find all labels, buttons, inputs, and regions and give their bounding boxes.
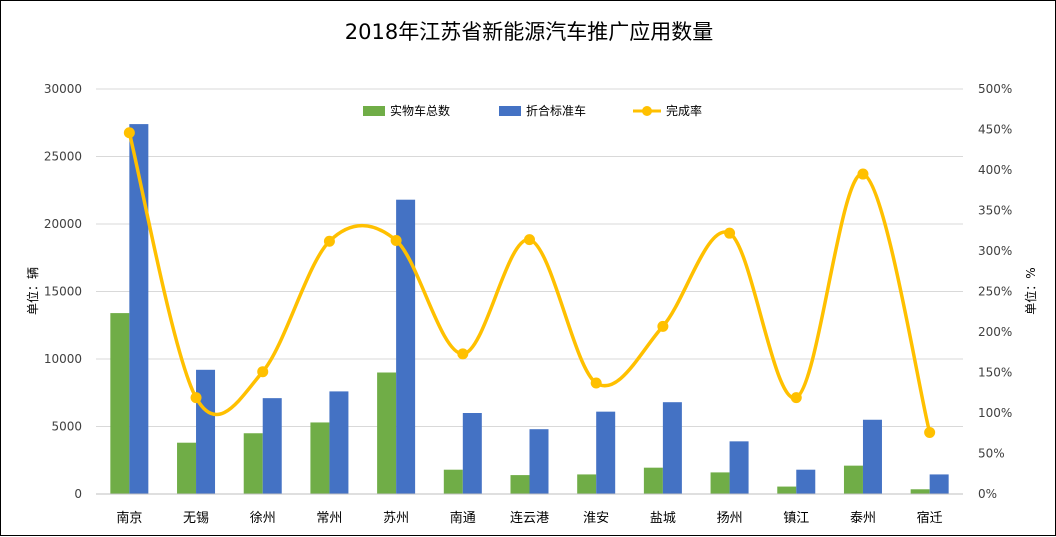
- gridlines: [96, 88, 963, 427]
- y2-tick-label: 200%: [978, 325, 1012, 339]
- legend-marker-rate: [642, 106, 652, 116]
- bars: [110, 124, 949, 494]
- bar-standard: [396, 199, 416, 494]
- rate-point: [724, 227, 736, 239]
- rate-point: [524, 234, 535, 246]
- y-axis-label: 单位：辆: [25, 267, 40, 315]
- rate-point: [657, 320, 669, 332]
- bar-physical: [443, 469, 463, 494]
- rate-point: [390, 234, 402, 246]
- bar-physical: [110, 313, 130, 494]
- y-tick-label: 15000: [44, 285, 82, 299]
- bar-standard: [329, 391, 349, 494]
- bar-physical: [777, 486, 797, 494]
- bar-standard: [129, 124, 149, 494]
- bar-standard: [796, 469, 816, 494]
- bar-standard: [462, 413, 482, 494]
- bar-physical: [710, 472, 730, 494]
- y2-axis-label: 单位：%: [1023, 267, 1038, 314]
- bar-physical: [177, 442, 197, 494]
- y2-tick-label: 400%: [978, 163, 1012, 177]
- bar-physical: [843, 465, 863, 494]
- rate-point: [590, 377, 602, 389]
- x-tick-label: 泰州: [850, 511, 876, 526]
- x-tick-label: 镇江: [783, 511, 809, 526]
- rate-point: [323, 235, 335, 247]
- bar-physical: [377, 372, 397, 494]
- y-tick-label: 10000: [44, 352, 82, 366]
- rate-point: [790, 392, 802, 404]
- y2-tick-label: 450%: [978, 123, 1012, 137]
- legend: 实物车总数 折合标准车 完成率: [363, 103, 702, 118]
- bar-standard: [662, 402, 682, 494]
- legend-label: 实物车总数: [390, 103, 450, 118]
- bar-physical: [577, 474, 597, 494]
- y2-tick-label: 300%: [978, 244, 1012, 258]
- y2-tick-label: 350%: [978, 204, 1012, 218]
- y-tick-label: 5000: [51, 420, 82, 434]
- legend-label: 完成率: [666, 103, 702, 118]
- y2-tick-label: 0%: [978, 487, 997, 501]
- x-tick-label: 徐州: [250, 511, 276, 526]
- bar-physical: [310, 422, 330, 494]
- x-tick-label: 连云港: [510, 510, 549, 526]
- legend-swatch-physical: [363, 106, 385, 116]
- bar-physical: [243, 433, 263, 494]
- bar-physical: [910, 489, 930, 494]
- y2-tick-label: 50%: [978, 447, 1005, 461]
- rate-point: [924, 426, 936, 438]
- legend-swatch-standard: [499, 106, 521, 116]
- chart-title: 2018年江苏省新能源汽车推广应用数量: [345, 20, 713, 44]
- y-tick-label: 20000: [44, 217, 82, 231]
- y2-tick-label: 250%: [978, 285, 1012, 299]
- y-tick-label: 25000: [44, 150, 82, 164]
- y-tick-label: 30000: [44, 82, 82, 96]
- bar-standard: [262, 398, 282, 494]
- rate-point: [123, 127, 135, 139]
- bar-standard: [862, 419, 882, 494]
- x-tick-label: 扬州: [717, 511, 743, 526]
- y2-tick-label: 100%: [978, 406, 1012, 420]
- y-tick-label: 0: [74, 487, 82, 501]
- x-tick-label: 南通: [450, 510, 476, 526]
- x-tick-label: 常州: [316, 511, 342, 526]
- bar-standard: [196, 369, 216, 494]
- x-tick-label: 无锡: [183, 511, 209, 526]
- bar-physical: [510, 475, 530, 494]
- x-tick-label: 盐城: [650, 511, 676, 526]
- bar-standard: [596, 411, 616, 494]
- bar-physical: [643, 467, 663, 494]
- y2-tick-label: 500%: [978, 82, 1012, 96]
- x-tick-label: 南京: [116, 510, 142, 526]
- rate-line: [123, 127, 936, 438]
- rate-line-path: [127, 132, 932, 433]
- y2-tick-label: 150%: [978, 366, 1012, 380]
- bar-standard: [529, 429, 549, 494]
- axes: 0 5000 10000 15000 20000 25000 30000 0% 50% 100% 1…: [44, 82, 1013, 526]
- x-tick-label: 苏州: [383, 510, 409, 526]
- rate-point: [857, 168, 869, 180]
- x-tick-label: 淮安: [583, 511, 609, 526]
- rate-point: [190, 392, 202, 404]
- legend-label: 折合标准车: [526, 103, 586, 118]
- rate-point: [457, 348, 469, 360]
- bar-standard: [929, 474, 949, 494]
- x-tick-label: 宿迁: [917, 510, 943, 526]
- bar-standard: [729, 441, 749, 494]
- rate-point: [257, 366, 269, 378]
